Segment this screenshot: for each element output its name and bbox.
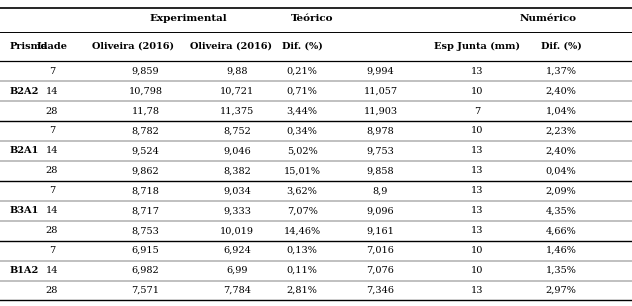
Text: 4,35%: 4,35% <box>546 206 576 215</box>
Text: 9,858: 9,858 <box>367 166 394 175</box>
Text: 2,23%: 2,23% <box>545 126 577 136</box>
Text: 9,161: 9,161 <box>367 226 394 235</box>
Text: 0,21%: 0,21% <box>287 67 317 76</box>
Text: 7,016: 7,016 <box>367 246 394 255</box>
Text: B1A2: B1A2 <box>9 266 39 275</box>
Text: 14,46%: 14,46% <box>284 226 320 235</box>
Text: 10: 10 <box>471 126 483 136</box>
Text: 7,784: 7,784 <box>223 286 251 295</box>
Text: 2,81%: 2,81% <box>287 286 317 295</box>
Text: 11,057: 11,057 <box>363 87 398 95</box>
Text: 7: 7 <box>49 246 55 255</box>
Text: 10,019: 10,019 <box>220 226 254 235</box>
Text: 0,11%: 0,11% <box>287 266 317 275</box>
Text: 0,04%: 0,04% <box>546 166 576 175</box>
Text: 13: 13 <box>471 286 483 295</box>
Text: 9,524: 9,524 <box>131 147 159 155</box>
Text: 9,88: 9,88 <box>226 67 248 76</box>
Text: 14: 14 <box>46 266 58 275</box>
Text: 6,982: 6,982 <box>131 266 159 275</box>
Text: 8,717: 8,717 <box>131 206 159 215</box>
Text: 11,903: 11,903 <box>363 106 398 116</box>
Text: 6,915: 6,915 <box>131 246 159 255</box>
Text: 2,09%: 2,09% <box>546 186 576 195</box>
Text: 28: 28 <box>46 226 58 235</box>
Text: Teórico: Teórico <box>291 14 333 24</box>
Text: 28: 28 <box>46 286 58 295</box>
Text: 0,71%: 0,71% <box>287 87 317 95</box>
Text: 11,375: 11,375 <box>220 106 254 116</box>
Text: 4,66%: 4,66% <box>546 226 576 235</box>
Text: 14: 14 <box>46 147 58 155</box>
Text: 8,753: 8,753 <box>131 226 159 235</box>
Text: 9,333: 9,333 <box>223 206 251 215</box>
Text: 13: 13 <box>471 206 483 215</box>
Text: 7: 7 <box>49 126 55 136</box>
Text: B3A1: B3A1 <box>9 206 39 215</box>
Text: B2A2: B2A2 <box>9 87 39 95</box>
Text: 15,01%: 15,01% <box>284 166 320 175</box>
Text: Prisma: Prisma <box>9 42 48 51</box>
Text: 9,859: 9,859 <box>131 67 159 76</box>
Text: 8,782: 8,782 <box>131 126 159 136</box>
Text: 9,753: 9,753 <box>367 147 394 155</box>
Text: 6,924: 6,924 <box>223 246 251 255</box>
Text: 7: 7 <box>49 67 55 76</box>
Text: 10: 10 <box>471 266 483 275</box>
Text: Dif. (%): Dif. (%) <box>541 42 581 51</box>
Text: 13: 13 <box>471 226 483 235</box>
Text: 10,798: 10,798 <box>128 87 162 95</box>
Text: 2,40%: 2,40% <box>546 87 576 95</box>
Text: 10,721: 10,721 <box>220 87 254 95</box>
Text: 8,978: 8,978 <box>367 126 394 136</box>
Text: 1,37%: 1,37% <box>545 67 577 76</box>
Text: 13: 13 <box>471 67 483 76</box>
Text: 13: 13 <box>471 186 483 195</box>
Text: 3,44%: 3,44% <box>286 106 318 116</box>
Text: 9,046: 9,046 <box>223 147 251 155</box>
Text: 9,096: 9,096 <box>367 206 394 215</box>
Text: 9,994: 9,994 <box>367 67 394 76</box>
Text: 7,07%: 7,07% <box>287 206 317 215</box>
Text: Esp Junta (mm): Esp Junta (mm) <box>434 42 520 51</box>
Text: 10: 10 <box>471 246 483 255</box>
Text: 8,9: 8,9 <box>373 186 388 195</box>
Text: 7,076: 7,076 <box>367 266 394 275</box>
Text: 3,62%: 3,62% <box>287 186 317 195</box>
Text: Oliveira (2016): Oliveira (2016) <box>92 42 174 51</box>
Text: 9,034: 9,034 <box>223 186 251 195</box>
Text: 0,34%: 0,34% <box>287 126 317 136</box>
Text: 8,382: 8,382 <box>223 166 251 175</box>
Text: 7,571: 7,571 <box>131 286 159 295</box>
Text: 14: 14 <box>46 206 58 215</box>
Text: 6,99: 6,99 <box>226 266 248 275</box>
Text: Numérico: Numérico <box>520 14 577 24</box>
Text: 28: 28 <box>46 106 58 116</box>
Text: 1,04%: 1,04% <box>546 106 576 116</box>
Text: 14: 14 <box>46 87 58 95</box>
Text: 8,752: 8,752 <box>223 126 251 136</box>
Text: 8,718: 8,718 <box>131 186 159 195</box>
Text: 9,862: 9,862 <box>131 166 159 175</box>
Text: B2A1: B2A1 <box>9 147 39 155</box>
Text: 5,02%: 5,02% <box>287 147 317 155</box>
Text: Oliveira (2016): Oliveira (2016) <box>190 42 272 51</box>
Text: 7: 7 <box>474 106 480 116</box>
Text: Experimental: Experimental <box>149 14 227 24</box>
Text: 7,346: 7,346 <box>367 286 394 295</box>
Text: 13: 13 <box>471 166 483 175</box>
Text: 10: 10 <box>471 87 483 95</box>
Text: 13: 13 <box>471 147 483 155</box>
Text: 28: 28 <box>46 166 58 175</box>
Text: Idade: Idade <box>36 42 68 51</box>
Text: 1,46%: 1,46% <box>546 246 576 255</box>
Text: 2,97%: 2,97% <box>546 286 576 295</box>
Text: 7: 7 <box>49 186 55 195</box>
Text: 0,13%: 0,13% <box>287 246 317 255</box>
Text: Dif. (%): Dif. (%) <box>282 42 322 51</box>
Text: 11,78: 11,78 <box>131 106 159 116</box>
Text: 1,35%: 1,35% <box>546 266 576 275</box>
Text: 2,40%: 2,40% <box>546 147 576 155</box>
